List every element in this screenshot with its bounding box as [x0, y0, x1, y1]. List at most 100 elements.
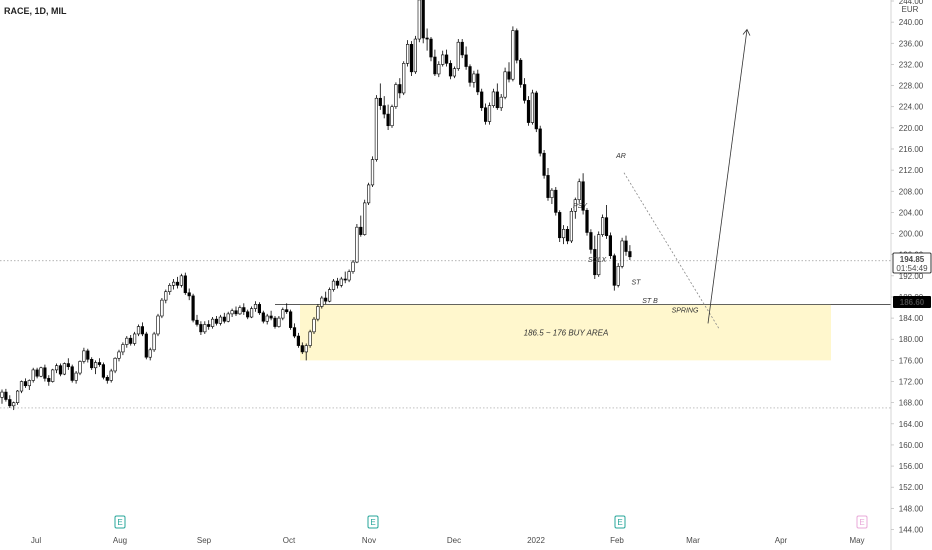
- candle: [12, 401, 16, 411]
- earnings-marker-icon[interactable]: E: [367, 515, 379, 529]
- candle-body-down: [242, 307, 246, 313]
- projection-arrow[interactable]: [707, 28, 751, 324]
- candle: [292, 323, 297, 339]
- candle: [515, 28, 519, 64]
- candle-body-up: [164, 291, 168, 301]
- candle: [444, 49, 449, 67]
- candle-body-up: [600, 217, 605, 235]
- candle-body-down: [433, 56, 437, 75]
- candle: [530, 89, 534, 125]
- candle: [140, 322, 145, 337]
- candle-body-up: [620, 240, 624, 267]
- price-tick-label: 232.00: [899, 60, 924, 69]
- candle-body-down: [23, 381, 28, 387]
- candle: [250, 306, 254, 319]
- candle-body-up: [238, 307, 242, 315]
- candle-body-up: [366, 184, 371, 204]
- candle-body-up: [226, 313, 230, 322]
- earnings-marker-icon[interactable]: E: [856, 515, 868, 529]
- candle-body-up: [12, 402, 16, 407]
- candle: [472, 70, 476, 88]
- candle: [394, 82, 398, 109]
- candle-body-up: [168, 285, 172, 292]
- candle-body-up: [15, 390, 20, 403]
- candle-body-down: [628, 251, 632, 258]
- candle: [597, 231, 601, 277]
- candle-body-up: [569, 211, 573, 242]
- candle: [542, 150, 546, 179]
- candle: [343, 271, 347, 284]
- candle-body-up: [211, 318, 215, 327]
- candle-body-up: [351, 261, 355, 272]
- annotation-label: SCLX: [588, 257, 607, 264]
- buy-zone-rect[interactable]: [300, 304, 831, 361]
- candle-body-up: [503, 71, 507, 98]
- candle-body-up: [394, 84, 398, 107]
- candle: [402, 61, 406, 96]
- candle-body-up: [74, 372, 78, 381]
- candle-body-down: [222, 316, 226, 322]
- candle: [47, 375, 51, 386]
- candle-body-down: [386, 113, 390, 127]
- wyckoff-annotations: AR PSY SCLX ST ST B SPRING: [573, 153, 699, 314]
- candle-body-down: [324, 297, 328, 302]
- candle: [495, 83, 499, 110]
- candle-body-down: [66, 363, 70, 368]
- candle: [86, 348, 90, 363]
- annotation-label: SPRING: [672, 307, 699, 314]
- candle-body-up: [62, 363, 66, 375]
- price-tick-label: 184.00: [899, 314, 924, 323]
- candle-body-up: [94, 362, 98, 369]
- candle-body-up: [113, 357, 117, 372]
- candle-body-up: [374, 97, 379, 160]
- candle-body-down: [35, 369, 39, 377]
- candle: [585, 208, 589, 236]
- price-tick-label: 228.00: [899, 82, 924, 91]
- candle-body-up: [390, 106, 394, 127]
- candle: [288, 309, 293, 330]
- candle: [105, 375, 109, 384]
- candle: [581, 173, 585, 215]
- candle-body-down: [444, 54, 449, 64]
- candle-body-down: [558, 212, 562, 239]
- candle: [593, 235, 597, 279]
- candle-body-down: [8, 399, 12, 407]
- candle-body-up: [265, 315, 269, 322]
- candle: [175, 276, 180, 289]
- candle: [152, 331, 156, 352]
- candle-body-down: [273, 317, 277, 327]
- candle: [413, 35, 418, 74]
- earnings-marker-label: E: [117, 518, 122, 527]
- candle-body-up: [573, 199, 577, 212]
- candle-body-up: [597, 234, 601, 276]
- candle: [0, 389, 4, 404]
- candle-body-down: [90, 359, 94, 369]
- candle-body-up: [327, 289, 332, 302]
- candle: [608, 232, 612, 259]
- trend-line[interactable]: [623, 172, 720, 329]
- candle: [483, 103, 488, 125]
- earnings-marker-icon[interactable]: E: [114, 515, 126, 529]
- candle: [203, 321, 207, 334]
- candle-body-up: [402, 63, 406, 94]
- candle: [269, 310, 273, 321]
- candle-body-down: [398, 84, 402, 94]
- time-tick-label: Apr: [775, 536, 788, 545]
- candle: [172, 278, 176, 290]
- candle: [285, 303, 289, 314]
- candle: [558, 210, 562, 242]
- candle-body-up: [218, 316, 223, 324]
- candle-body-down: [507, 71, 511, 80]
- candle: [160, 298, 164, 319]
- candle-body-up: [117, 351, 121, 359]
- annotation-label: AR: [615, 153, 626, 160]
- time-axis[interactable]: Jul Aug Sep Oct Nov Dec 2022 Feb Mar Apr May: [31, 536, 865, 545]
- candle: [320, 295, 324, 309]
- earnings-marker-icon[interactable]: E: [614, 515, 626, 529]
- candle-body-down: [425, 37, 429, 40]
- candle-body-up: [487, 105, 492, 122]
- candle: [187, 288, 191, 301]
- candle-body-down: [191, 295, 195, 321]
